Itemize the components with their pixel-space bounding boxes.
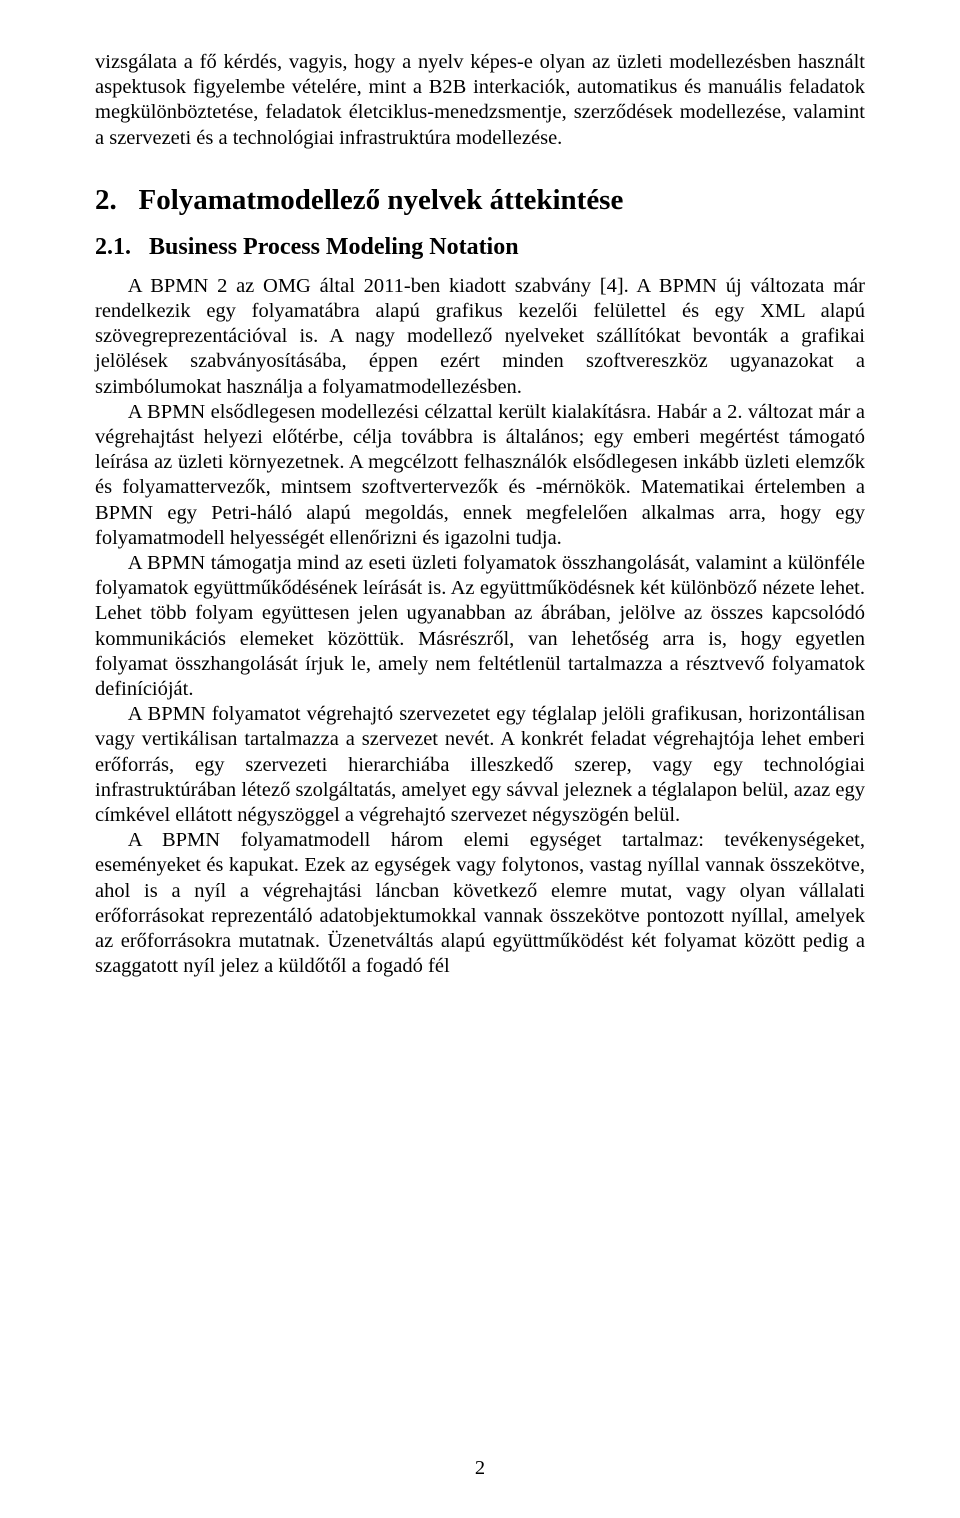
section-heading: 2. Folyamatmodellező nyelvek áttekintése [95, 184, 865, 217]
body-paragraph-2: A BPMN elsődlegesen modellezési célzatta… [95, 400, 865, 551]
section-title: Folyamatmodellező nyelvek áttekintése [139, 184, 624, 216]
body-paragraph-1: A BPMN 2 az OMG által 2011-ben kiadott s… [95, 274, 865, 400]
subsection-title: Business Process Modeling Notation [149, 234, 519, 260]
body-paragraph-3: A BPMN támogatja mind az eseti üzleti fo… [95, 551, 865, 702]
subsection-number: 2.1. [95, 234, 131, 260]
body-paragraph-5: A BPMN folyamatmodell három elemi egység… [95, 828, 865, 979]
body-paragraph-4: A BPMN folyamatot végrehajtó szervezetet… [95, 702, 865, 828]
subsection-heading: 2.1. Business Process Modeling Notation [95, 234, 865, 261]
section-number: 2. [95, 184, 117, 216]
intro-paragraph: vizsgálata a fő kérdés, vagyis, hogy a n… [95, 50, 865, 151]
page-number: 2 [0, 1457, 960, 1480]
document-page: vizsgálata a fő kérdés, vagyis, hogy a n… [0, 0, 960, 1518]
